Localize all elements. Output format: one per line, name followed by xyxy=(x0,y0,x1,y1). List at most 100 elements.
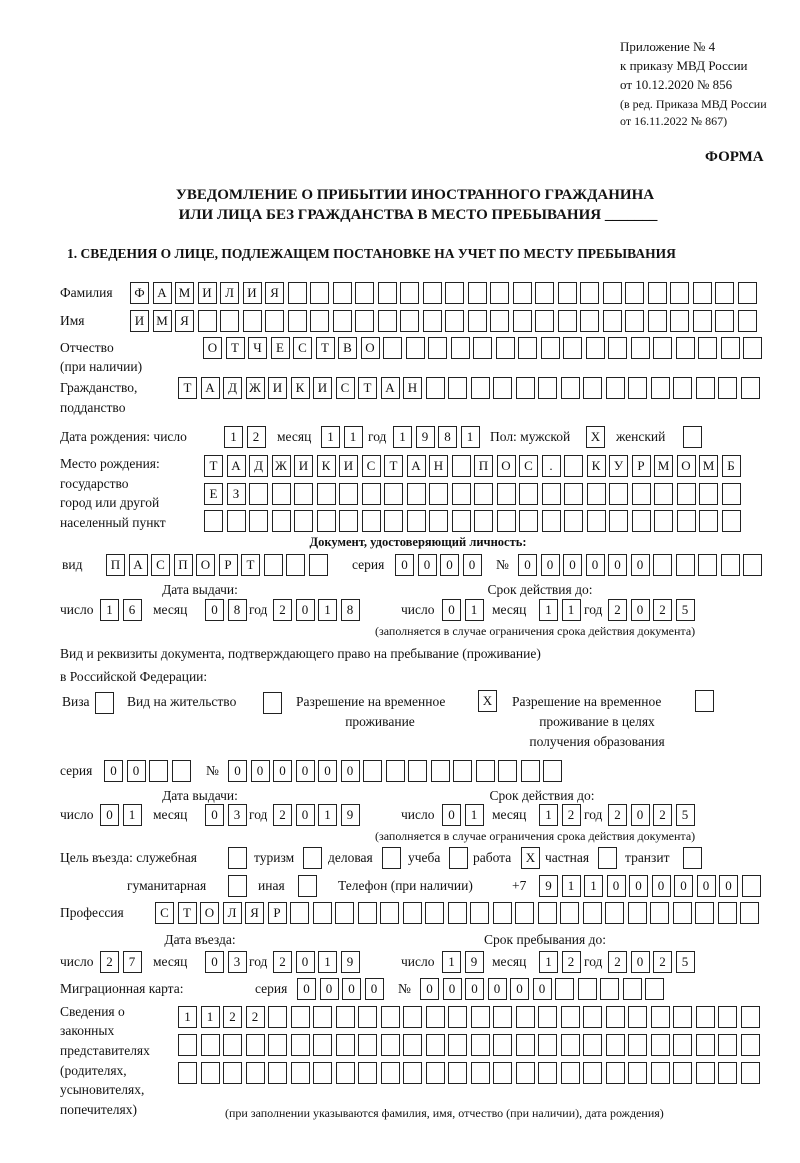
char-box[interactable] xyxy=(673,1062,692,1084)
char-box[interactable]: 9 xyxy=(340,804,360,826)
char-box[interactable] xyxy=(268,1062,287,1084)
char-box[interactable]: Д xyxy=(249,455,268,477)
char-box[interactable] xyxy=(335,1006,355,1028)
char-box[interactable] xyxy=(695,902,714,924)
char-box[interactable] xyxy=(605,1062,625,1084)
char-box[interactable]: Ж xyxy=(271,455,291,477)
char-box[interactable] xyxy=(474,483,493,505)
char-box[interactable] xyxy=(740,1062,760,1084)
char-box[interactable]: Н xyxy=(403,377,422,399)
char-box[interactable]: 1 xyxy=(100,599,119,621)
char-box[interactable]: М xyxy=(654,455,673,477)
char-box[interactable] xyxy=(555,978,574,1000)
char-box[interactable] xyxy=(695,690,714,712)
char-box[interactable] xyxy=(271,510,291,532)
char-box[interactable] xyxy=(717,902,737,924)
char-box[interactable] xyxy=(286,554,305,576)
char-box[interactable]: С xyxy=(293,337,312,359)
char-box[interactable] xyxy=(740,377,760,399)
char-box[interactable]: 0 xyxy=(442,804,461,826)
char-box[interactable]: 0 xyxy=(395,554,414,576)
char-box[interactable] xyxy=(403,1062,422,1084)
purpose-business-checkbox[interactable] xyxy=(382,847,405,869)
char-box[interactable]: Ч xyxy=(248,337,267,359)
char-box[interactable] xyxy=(583,1062,602,1084)
char-box[interactable] xyxy=(564,455,583,477)
char-box[interactable]: 0 xyxy=(487,978,507,1000)
char-box[interactable] xyxy=(403,1034,422,1056)
char-box[interactable] xyxy=(265,310,284,332)
char-box[interactable] xyxy=(228,875,247,897)
char-box[interactable]: И xyxy=(197,282,217,304)
char-box[interactable] xyxy=(361,483,381,505)
char-box[interactable] xyxy=(692,282,712,304)
char-box[interactable]: 0 xyxy=(510,978,529,1000)
char-box[interactable]: 0 xyxy=(696,875,716,897)
char-box[interactable] xyxy=(650,377,670,399)
birthplace-field-row[interactable] xyxy=(204,510,744,532)
char-box[interactable] xyxy=(715,310,734,332)
char-box[interactable] xyxy=(540,337,560,359)
char-box[interactable] xyxy=(303,847,322,869)
char-box[interactable] xyxy=(339,510,358,532)
char-box[interactable] xyxy=(699,510,718,532)
char-box[interactable] xyxy=(200,1034,220,1056)
char-box[interactable]: 0 xyxy=(719,875,738,897)
char-box[interactable] xyxy=(271,483,291,505)
char-box[interactable] xyxy=(242,310,262,332)
char-box[interactable] xyxy=(263,554,283,576)
char-box[interactable] xyxy=(563,337,582,359)
char-box[interactable] xyxy=(475,760,495,782)
char-box[interactable]: Т xyxy=(177,902,197,924)
char-box[interactable]: И xyxy=(313,377,332,399)
char-box[interactable]: 5 xyxy=(675,804,695,826)
char-box[interactable] xyxy=(628,1034,647,1056)
char-box[interactable] xyxy=(718,1034,737,1056)
char-box[interactable] xyxy=(512,282,532,304)
char-box[interactable]: 1 xyxy=(584,875,603,897)
char-box[interactable]: 0 xyxy=(205,951,224,973)
char-box[interactable] xyxy=(429,483,448,505)
char-box[interactable] xyxy=(290,902,309,924)
char-box[interactable] xyxy=(178,1062,197,1084)
char-box[interactable] xyxy=(451,483,471,505)
char-box[interactable] xyxy=(515,1006,535,1028)
char-box[interactable] xyxy=(650,902,669,924)
char-box[interactable]: 1 xyxy=(464,599,484,621)
sex-female-checkbox[interactable] xyxy=(683,426,706,448)
char-box[interactable] xyxy=(380,1034,400,1056)
char-box[interactable] xyxy=(519,483,538,505)
char-box[interactable] xyxy=(673,377,692,399)
char-box[interactable]: М xyxy=(152,310,172,332)
visa-checkbox[interactable] xyxy=(95,692,118,714)
char-box[interactable]: С xyxy=(335,377,355,399)
char-box[interactable]: 1 xyxy=(539,951,558,973)
char-box[interactable] xyxy=(557,282,577,304)
char-box[interactable] xyxy=(355,310,374,332)
char-box[interactable]: X xyxy=(586,426,605,448)
char-box[interactable]: 0 xyxy=(532,978,552,1000)
char-box[interactable] xyxy=(721,483,741,505)
char-box[interactable]: 0 xyxy=(563,554,582,576)
char-box[interactable]: И xyxy=(268,377,287,399)
char-box[interactable]: О xyxy=(200,902,219,924)
char-box[interactable] xyxy=(495,337,515,359)
char-box[interactable]: 0 xyxy=(205,599,224,621)
char-box[interactable]: 0 xyxy=(295,804,315,826)
char-box[interactable] xyxy=(335,1062,355,1084)
char-box[interactable] xyxy=(577,978,597,1000)
purpose-study-checkbox[interactable] xyxy=(449,847,472,869)
char-box[interactable] xyxy=(583,1006,602,1028)
sex-male-checkbox[interactable]: X xyxy=(586,426,609,448)
